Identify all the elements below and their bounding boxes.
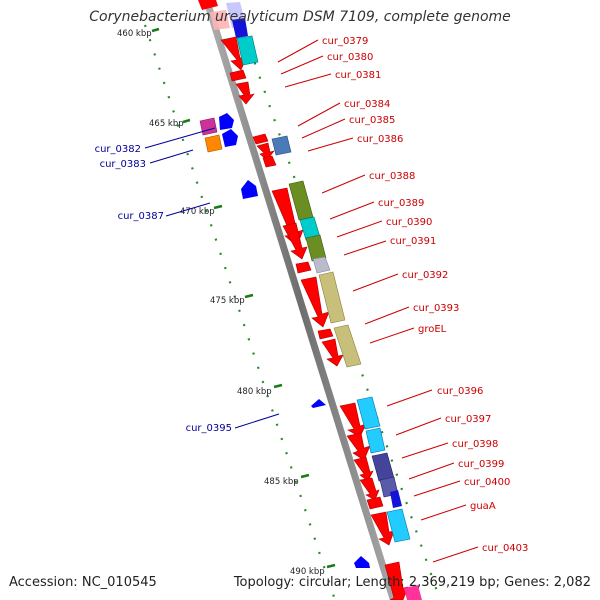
gene-cur_0391: [295, 261, 312, 274]
label-groEL[interactable]: groEL: [418, 324, 447, 335]
gene-cur_0383: [222, 129, 238, 147]
gene-cur_0381: [229, 69, 247, 82]
category-boxes: [236, 35, 422, 600]
gene-cur_0387: [241, 180, 258, 199]
genome-backbone: [202, 0, 398, 600]
label-cur_0387[interactable]: cur_0387: [118, 211, 164, 222]
gene-groEL: [321, 338, 344, 367]
gene-cur_0385: [256, 142, 275, 161]
page-title: Corynebacterium urealyticum DSM 7109, co…: [89, 9, 511, 25]
gene-cur_0384: [252, 133, 269, 145]
label-cur_0384[interactable]: cur_0384: [344, 99, 390, 110]
scale-label-490: 490 kbp: [290, 567, 325, 577]
gene-cur_0395: [311, 399, 326, 408]
label-cur_0382[interactable]: cur_0382: [95, 144, 141, 155]
scale-label-470: 470 kbp: [180, 207, 215, 217]
gene-cur_0400: [366, 496, 384, 510]
label-cur_0396[interactable]: cur_0396: [437, 386, 483, 397]
gene-cur_0382: [219, 113, 234, 130]
label-cur_0393[interactable]: cur_0393: [413, 303, 459, 314]
scale-label-465: 465 kbp: [149, 119, 184, 129]
feature-top-red: [198, 0, 218, 10]
forward-gene-arrows: [220, 36, 409, 600]
label-cur_0381[interactable]: cur_0381: [335, 70, 381, 81]
gene-cur_0389: [282, 222, 308, 260]
gene-cur_0398: [353, 456, 374, 482]
scale-label-475: 475 kbp: [210, 296, 245, 306]
accession-label: Accession:: [9, 575, 78, 590]
gene-bottom-rev: [354, 556, 370, 568]
genome-stats: Topology: circular; Length: 2,369,219 bp…: [233, 575, 591, 590]
accession-value: NC_010545: [81, 575, 157, 590]
scale-label-480: 480 kbp: [237, 387, 272, 397]
feature-top-blue: [232, 18, 248, 38]
label-cur_0379[interactable]: cur_0379: [322, 36, 368, 47]
gene-guaA: [370, 511, 395, 546]
label-guaA[interactable]: guaA: [470, 501, 496, 512]
topology-label: Topology:: [233, 575, 295, 590]
scale-label-460: 460 kbp: [117, 29, 152, 39]
label-cur_0385[interactable]: cur_0385: [349, 115, 395, 126]
accession-info: Accession: NC_010545: [9, 575, 157, 590]
label-cur_0397[interactable]: cur_0397: [445, 414, 491, 425]
gene-cur_0386: [262, 155, 277, 168]
label-cur_0388[interactable]: cur_0388: [369, 171, 415, 182]
gene-cur_0397: [346, 432, 371, 461]
label-cur_0399[interactable]: cur_0399: [458, 459, 504, 470]
scale-ticks: [151, 27, 336, 569]
gene-cur_0392: [300, 276, 330, 328]
label-cur_0390[interactable]: cur_0390: [386, 217, 432, 228]
gene-cur_0381b: [235, 81, 255, 105]
label-cur_0400[interactable]: cur_0400: [464, 477, 510, 488]
label-cur_0389[interactable]: cur_0389: [378, 198, 424, 209]
length-value: 2,369,219 bp: [408, 575, 496, 590]
label-cur_0380[interactable]: cur_0380: [327, 52, 373, 63]
length-label: Length:: [355, 575, 405, 590]
gene-cur_0396: [339, 402, 367, 438]
topology-value: circular: [298, 575, 347, 590]
leader-lines: [144, 39, 479, 563]
genes-value: 2,082: [553, 575, 591, 590]
label-cur_0395[interactable]: cur_0395: [186, 423, 232, 434]
label-cur_0383[interactable]: cur_0383: [100, 159, 146, 170]
label-cur_0391[interactable]: cur_0391: [390, 236, 436, 247]
label-cur_0392[interactable]: cur_0392: [402, 270, 448, 281]
genes-label: Genes:: [504, 575, 550, 590]
label-cur_0403[interactable]: cur_0403: [482, 543, 528, 554]
feature-top-pink: [210, 10, 230, 30]
gene-cur_0399: [359, 477, 380, 501]
scale-label-485: 485 kbp: [264, 477, 299, 487]
gene-cur_0393: [317, 328, 334, 340]
label-cur_0398[interactable]: cur_0398: [452, 439, 498, 450]
outer-track: [238, 19, 442, 600]
label-cur_0386[interactable]: cur_0386: [357, 134, 403, 145]
